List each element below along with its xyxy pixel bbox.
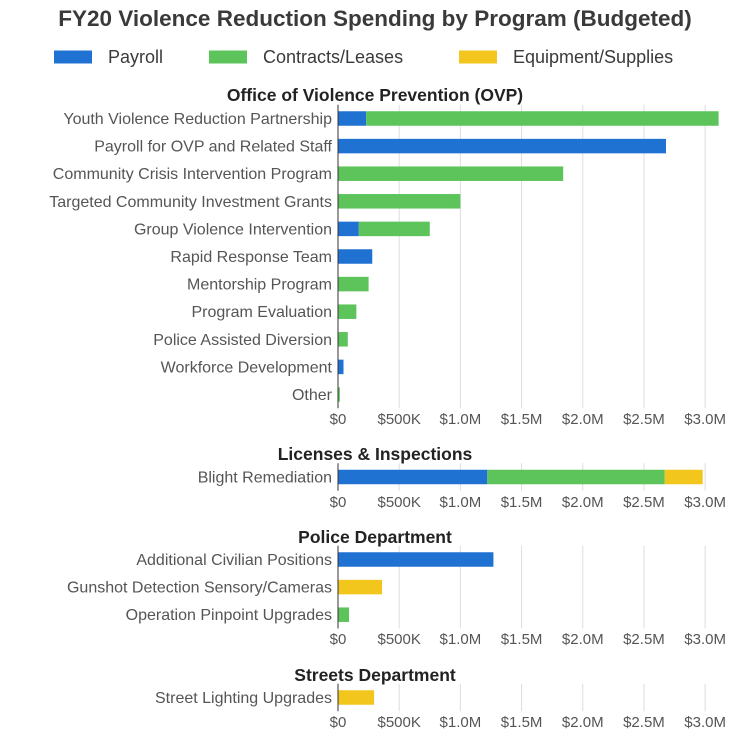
legend-swatch-equipment-supplies: [459, 50, 497, 64]
tick-label-licenses-inspections-1: $500K: [378, 494, 421, 511]
tick-label-office-of-violence-prevention-ovp-1: $500K: [378, 411, 421, 428]
category-label-street-lighting-upgrades: Street Lighting Upgrades: [155, 690, 332, 707]
tick-label-streets-department-1: $500K: [378, 714, 421, 731]
bar-additional-civilian-positions-payroll: [338, 552, 494, 567]
tick-label-licenses-inspections-4: $2.0M: [562, 494, 604, 511]
category-label-operation-pinpoint-upgrades: Operation Pinpoint Upgrades: [126, 607, 332, 624]
tick-label-licenses-inspections-0: $0: [330, 494, 347, 511]
tick-label-streets-department-2: $1.0M: [440, 714, 482, 731]
tick-label-police-department-6: $3.0M: [684, 631, 726, 648]
bar-blight-remediation-payroll: [338, 469, 488, 485]
category-label-payroll-for-ovp-and-related-staff: Payroll for OVP and Related Staff: [94, 139, 332, 156]
bar-street-lighting-upgrades-equipment-supplies: [338, 690, 375, 705]
bar-group-violence-intervention-payroll: [338, 221, 359, 237]
bar-targeted-community-investment-grants-contracts-leases: [338, 194, 461, 209]
bar-program-evaluation-contracts-leases: [338, 304, 357, 319]
bar-workforce-development-payroll: [338, 359, 344, 375]
bar-police-assisted-diversion-contracts-leases: [338, 332, 348, 347]
panel-title-office-of-violence-prevention-ovp: Office of Violence Prevention (OVP): [227, 85, 523, 105]
tick-label-streets-department-6: $3.0M: [684, 714, 726, 731]
tick-label-licenses-inspections-3: $1.5M: [501, 494, 543, 511]
category-label-youth-violence-reduction-partnership: Youth Violence Reduction Partnership: [63, 111, 332, 128]
category-label-gunshot-detection-sensory-cameras: Gunshot Detection Sensory/Cameras: [67, 580, 332, 597]
tick-label-police-department-0: $0: [330, 631, 347, 648]
tick-label-licenses-inspections-5: $2.5M: [623, 494, 665, 511]
bar-blight-remediation-contracts-leases: [487, 469, 665, 485]
category-label-workforce-development: Workforce Development: [161, 359, 333, 376]
bar-rapid-response-team-payroll: [338, 249, 373, 264]
tick-label-office-of-violence-prevention-ovp-4: $2.0M: [562, 411, 604, 428]
legend-label-equipment-supplies: Equipment/Supplies: [513, 47, 673, 67]
tick-label-office-of-violence-prevention-ovp-6: $3.0M: [684, 411, 726, 428]
tick-label-office-of-violence-prevention-ovp-2: $1.0M: [440, 411, 482, 428]
tick-label-office-of-violence-prevention-ovp-5: $2.5M: [623, 411, 665, 428]
legend-swatch-contracts-leases: [209, 50, 247, 64]
tick-label-office-of-violence-prevention-ovp-3: $1.5M: [501, 411, 543, 428]
category-label-targeted-community-investment-grants: Targeted Community Investment Grants: [49, 194, 332, 211]
chart-title: FY20 Violence Reduction Spending by Prog…: [58, 6, 691, 31]
legend-label-payroll: Payroll: [108, 47, 163, 67]
category-label-other: Other: [292, 387, 333, 404]
panel-title-licenses-inspections: Licenses & Inspections: [278, 444, 473, 464]
panel-title-streets-department: Streets Department: [294, 665, 456, 685]
category-label-blight-remediation: Blight Remediation: [198, 470, 332, 487]
category-label-program-evaluation: Program Evaluation: [191, 304, 332, 321]
tick-label-licenses-inspections-2: $1.0M: [440, 494, 482, 511]
category-label-community-crisis-intervention-program: Community Crisis Intervention Program: [53, 166, 332, 183]
category-label-mentorship-program: Mentorship Program: [187, 277, 332, 294]
bar-youth-violence-reduction-partnership-contracts-leases: [366, 111, 719, 126]
legend-label-contracts-leases: Contracts/Leases: [263, 47, 403, 67]
bar-blight-remediation-equipment-supplies: [664, 469, 703, 485]
tick-label-streets-department-4: $2.0M: [562, 714, 604, 731]
bar-mentorship-program-contracts-leases: [338, 276, 369, 292]
bar-community-crisis-intervention-program-contracts-leases: [338, 166, 564, 181]
bar-youth-violence-reduction-partnership-payroll: [338, 111, 367, 126]
bar-gunshot-detection-sensory-cameras-equipment-supplies: [338, 579, 383, 595]
tick-label-police-department-4: $2.0M: [562, 631, 604, 648]
panel-title-police-department: Police Department: [298, 527, 452, 547]
tick-label-police-department-2: $1.0M: [440, 631, 482, 648]
tick-label-office-of-violence-prevention-ovp-0: $0: [330, 411, 347, 428]
category-label-rapid-response-team: Rapid Response Team: [170, 249, 332, 266]
tick-label-police-department-3: $1.5M: [501, 631, 543, 648]
legend-swatch-payroll: [54, 50, 92, 64]
tick-label-streets-department-0: $0: [330, 714, 347, 731]
tick-label-streets-department-5: $2.5M: [623, 714, 665, 731]
category-label-police-assisted-diversion: Police Assisted Diversion: [153, 332, 332, 349]
category-label-group-violence-intervention: Group Violence Intervention: [134, 221, 332, 238]
bar-group-violence-intervention-contracts-leases: [358, 221, 430, 237]
tick-label-streets-department-3: $1.5M: [501, 714, 543, 731]
tick-label-police-department-1: $500K: [378, 631, 421, 648]
tick-label-police-department-5: $2.5M: [623, 631, 665, 648]
bar-payroll-for-ovp-and-related-staff-payroll: [338, 138, 666, 154]
category-label-additional-civilian-positions: Additional Civilian Positions: [136, 552, 332, 569]
bar-other-contracts-leases: [338, 387, 340, 402]
tick-label-licenses-inspections-6: $3.0M: [684, 494, 726, 511]
bar-operation-pinpoint-upgrades-contracts-leases: [338, 607, 350, 622]
